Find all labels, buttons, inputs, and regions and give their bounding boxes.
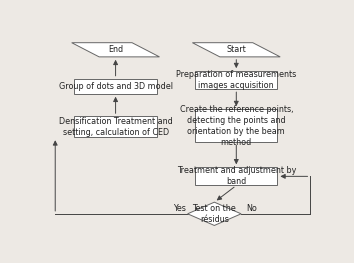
Text: Preparation of measurements
images acquisition: Preparation of measurements images acqui… <box>176 70 296 90</box>
Text: End: End <box>108 45 123 54</box>
Text: Create the reference points,
detecting the points and
orientation by the beam
me: Create the reference points, detecting t… <box>179 105 293 147</box>
Bar <box>74 116 157 137</box>
Text: Densification Treatment and
setting, calculation of CED: Densification Treatment and setting, cal… <box>59 117 172 137</box>
Bar <box>195 71 278 89</box>
Text: Group of dots and 3D model: Group of dots and 3D model <box>58 82 173 91</box>
Text: Treatment and adjustment by
band: Treatment and adjustment by band <box>177 166 296 186</box>
Bar <box>195 167 278 185</box>
Polygon shape <box>193 43 280 57</box>
Polygon shape <box>72 43 159 57</box>
Bar <box>74 79 157 94</box>
Text: Test on the
résidus: Test on the résidus <box>193 204 236 224</box>
Bar <box>195 109 278 143</box>
Text: Start: Start <box>227 45 246 54</box>
Text: No: No <box>247 204 257 213</box>
Polygon shape <box>188 202 241 225</box>
Text: Yes: Yes <box>173 204 186 213</box>
